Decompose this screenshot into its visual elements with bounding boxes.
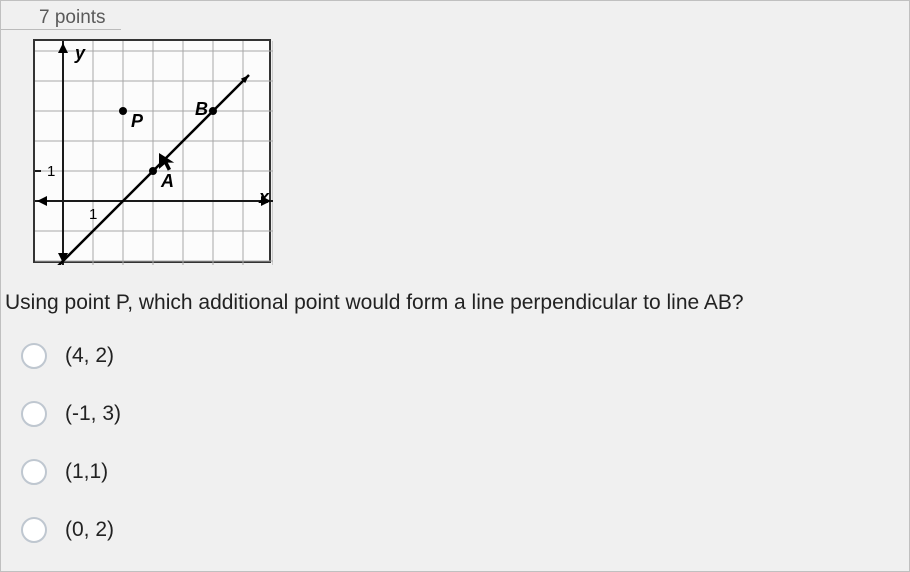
svg-text:P: P bbox=[131, 111, 144, 131]
option-row[interactable]: (1,1) bbox=[21, 443, 121, 501]
radio-icon[interactable] bbox=[21, 459, 47, 485]
points-label: 7 points bbox=[39, 7, 106, 29]
chart-svg: y x 1 1 P A B bbox=[35, 41, 273, 265]
svg-text:B: B bbox=[195, 99, 208, 119]
option-label: (4, 2) bbox=[65, 344, 114, 368]
divider bbox=[1, 29, 121, 30]
options-list: (4, 2) (-1, 3) (1,1) (0, 2) bbox=[21, 327, 121, 559]
question-card: 7 points y x 1 1 P A B Using point P, which ad… bbox=[0, 0, 910, 572]
radio-icon[interactable] bbox=[21, 401, 47, 427]
svg-text:1: 1 bbox=[89, 206, 97, 223]
svg-text:A: A bbox=[160, 171, 174, 191]
svg-text:x: x bbox=[258, 187, 270, 207]
svg-text:y: y bbox=[74, 43, 86, 63]
coordinate-chart: y x 1 1 P A B bbox=[33, 39, 271, 263]
radio-icon[interactable] bbox=[21, 343, 47, 369]
radio-icon[interactable] bbox=[21, 517, 47, 543]
option-row[interactable]: (4, 2) bbox=[21, 327, 121, 385]
option-label: (0, 2) bbox=[65, 518, 114, 542]
svg-text:1: 1 bbox=[47, 163, 55, 180]
option-row[interactable]: (0, 2) bbox=[21, 501, 121, 559]
question-text: Using point P, which additional point wo… bbox=[5, 291, 744, 315]
option-row[interactable]: (-1, 3) bbox=[21, 385, 121, 443]
option-label: (-1, 3) bbox=[65, 402, 121, 426]
option-label: (1,1) bbox=[65, 460, 108, 484]
